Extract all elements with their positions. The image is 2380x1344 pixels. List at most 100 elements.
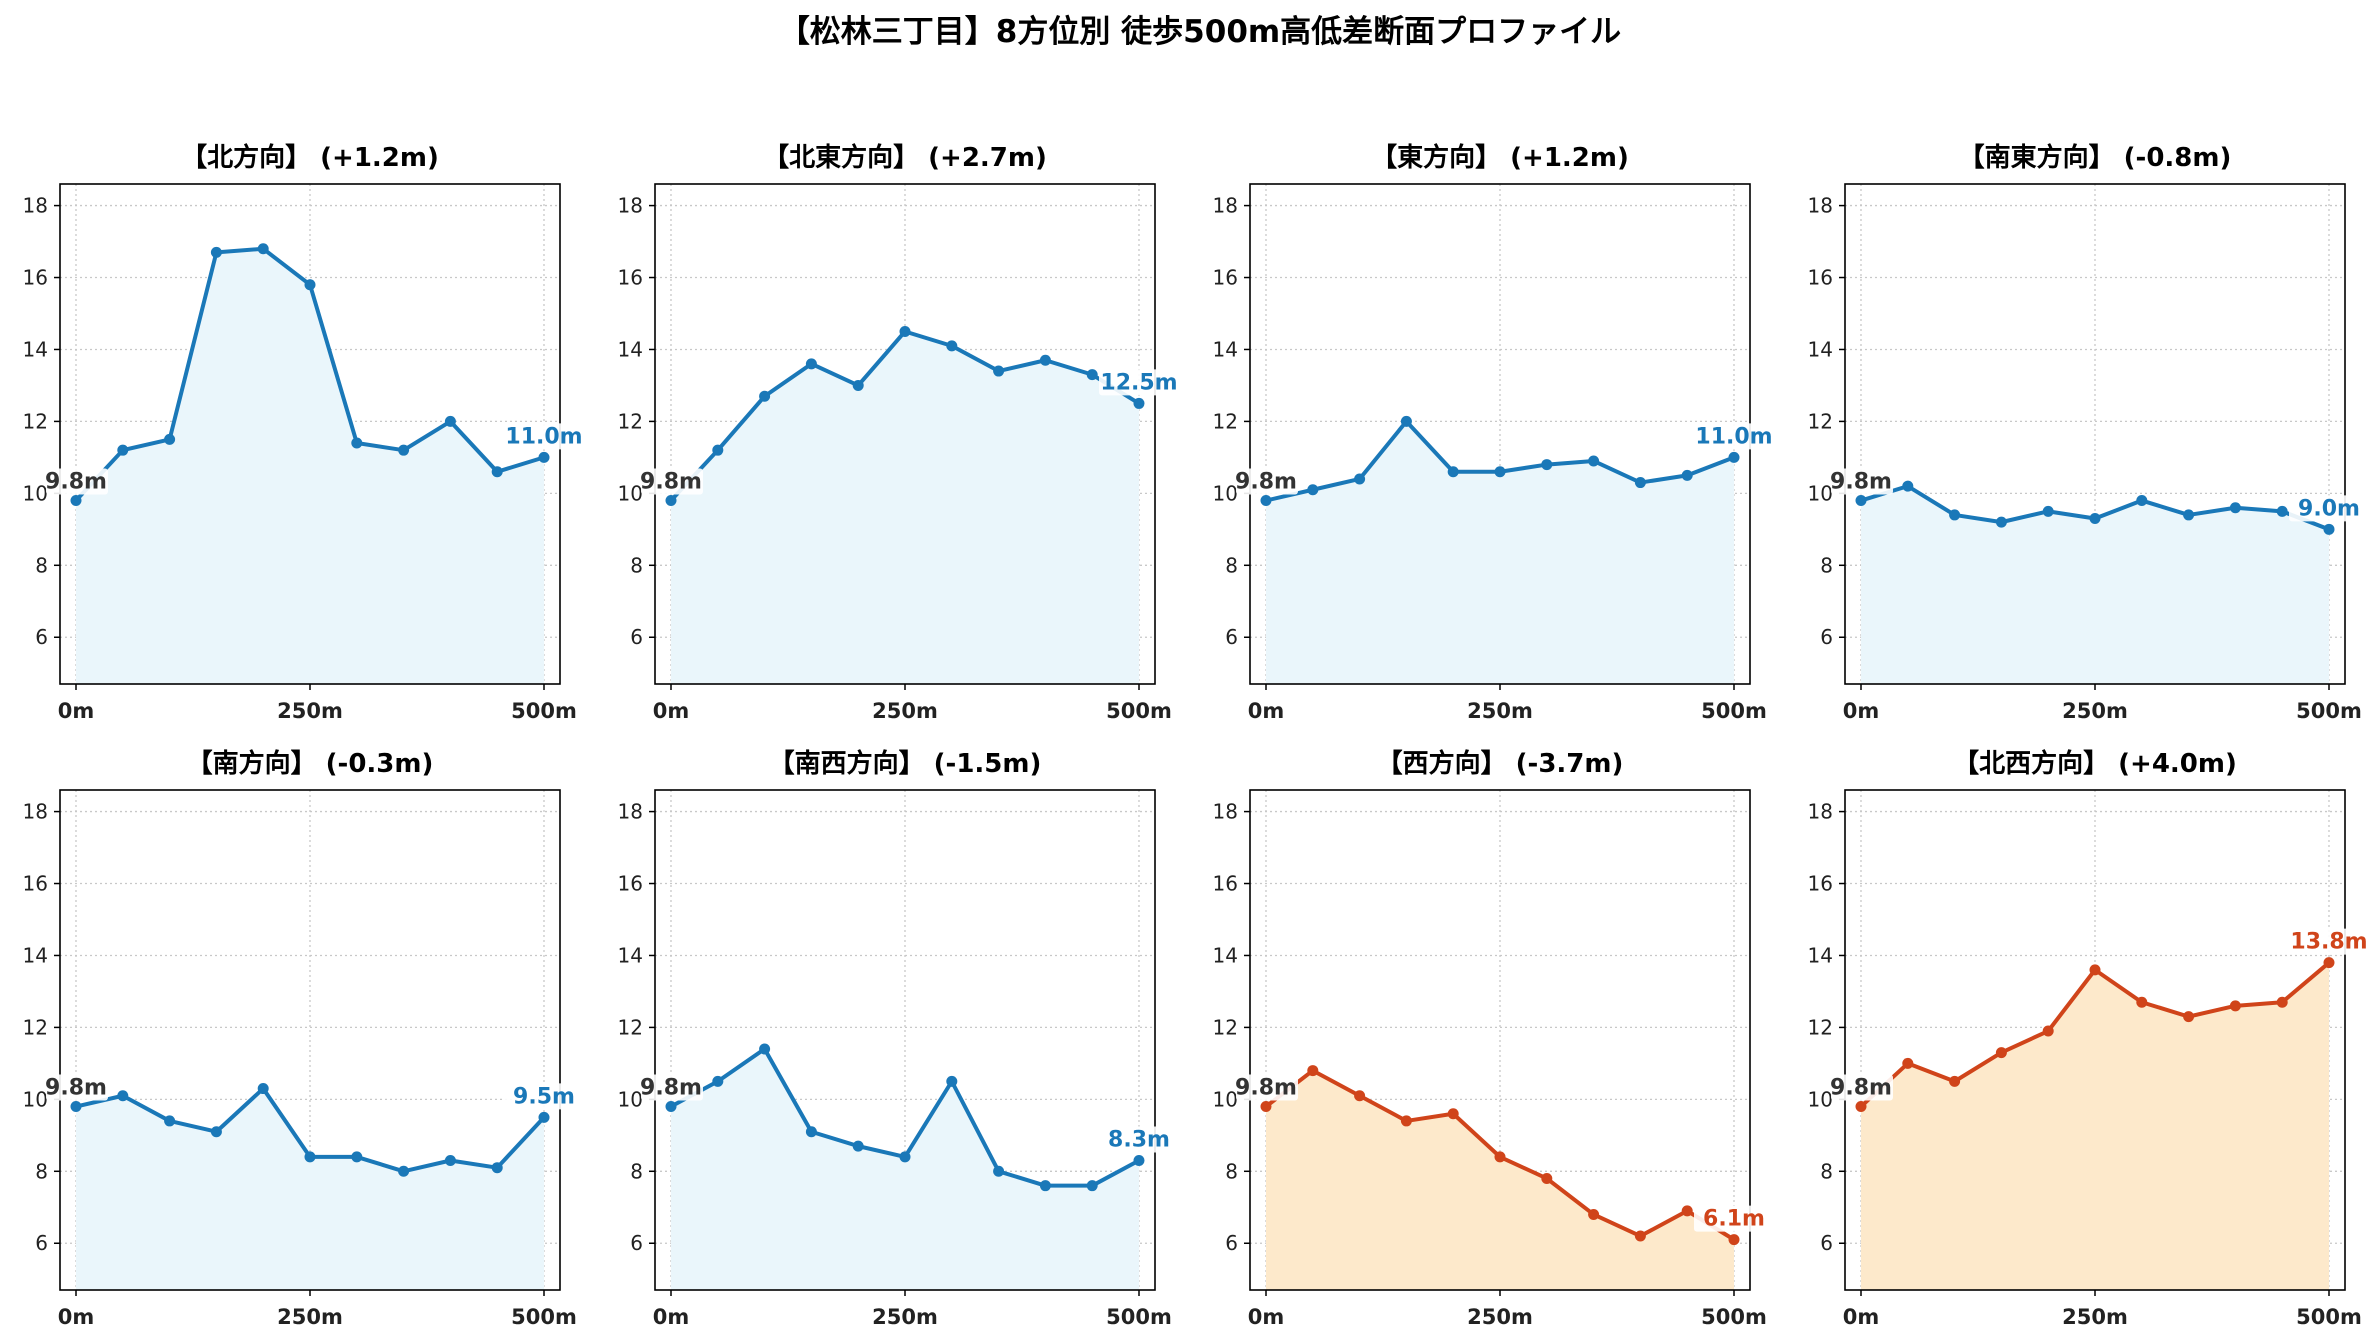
y-tick-label: 12 <box>1213 1015 1238 1039</box>
data-point <box>1902 1057 1914 1069</box>
panel-title: 【東方向】 (+1.2m) <box>1371 142 1629 173</box>
data-point <box>1400 1115 1412 1127</box>
y-tick-label: 16 <box>23 266 48 290</box>
data-point <box>2183 1011 2195 1023</box>
panel-4: 【南東方向】 (-0.8m) 6 8 10 12 14 16 18 0m 250m 500m 9.8m… <box>1808 142 2369 723</box>
end-label-bg <box>2289 928 2369 955</box>
y-tick-label: 18 <box>23 194 48 218</box>
start-value-label: 9.8m <box>640 1076 702 1101</box>
data-point <box>2183 509 2195 521</box>
y-tick-label: 14 <box>1213 943 1238 967</box>
end-label-bg <box>1694 1205 1774 1232</box>
start-value-label: 9.8m <box>1235 470 1297 495</box>
y-tick-label: 12 <box>1808 1015 1833 1039</box>
y-tick-label: 18 <box>23 800 48 824</box>
x-tick-label: 250m <box>2062 1305 2128 1329</box>
x-tick-label: 250m <box>872 1305 938 1329</box>
x-tick-label: 250m <box>872 699 938 723</box>
data-point <box>2136 996 2148 1008</box>
panel-1: 【北方向】 (+1.2m) 6 8 10 12 14 16 18 0m 250m 500m 9.8m 1… <box>23 142 584 723</box>
data-point <box>304 1151 316 1163</box>
data-point <box>1354 1090 1366 1102</box>
panel-title: 【南方向】 (-0.3m) <box>187 748 434 779</box>
y-tick-label: 18 <box>618 194 643 218</box>
y-tick-label: 16 <box>23 872 48 896</box>
x-tick-label: 0m <box>58 1305 95 1329</box>
x-tick-label: 500m <box>1701 699 1767 723</box>
y-tick-label: 12 <box>23 409 48 433</box>
x-tick-label: 500m <box>511 699 577 723</box>
data-point <box>117 444 129 456</box>
data-point <box>351 1151 363 1163</box>
panel-2: 【北東方向】 (+2.7m) 6 8 10 12 14 16 18 0m 250m 500m 9.8m… <box>618 142 1179 723</box>
x-tick-label: 0m <box>58 699 95 723</box>
data-point <box>1855 495 1867 507</box>
y-tick-label: 16 <box>1213 872 1238 896</box>
data-point <box>1681 469 1693 481</box>
data-point <box>805 1126 817 1138</box>
start-label-bg <box>1831 1074 1893 1101</box>
y-tick-label: 18 <box>618 800 643 824</box>
y-tick-label: 6 <box>1820 625 1833 649</box>
data-point <box>2136 495 2148 507</box>
data-point <box>2229 502 2241 514</box>
data-point <box>210 246 222 258</box>
data-point <box>1039 1180 1051 1192</box>
start-label-bg <box>1236 1074 1298 1101</box>
y-tick-label: 16 <box>1808 872 1833 896</box>
y-tick-label: 18 <box>1808 800 1833 824</box>
y-tick-label: 12 <box>1808 409 1833 433</box>
data-point <box>1260 495 1272 507</box>
start-label-bg <box>1236 468 1298 495</box>
data-point <box>1855 1101 1867 1113</box>
data-point <box>1995 1047 2007 1059</box>
data-point <box>1949 509 1961 521</box>
y-tick-label: 16 <box>618 266 643 290</box>
area-fill <box>671 331 1139 684</box>
end-value-label: 8.3m <box>1108 1128 1170 1153</box>
y-tick-label: 6 <box>630 1231 643 1255</box>
data-point <box>993 1165 1005 1177</box>
panel-6: 【南西方向】 (-1.5m) 6 8 10 12 14 16 18 0m 250m 500m 9.8m… <box>618 748 1179 1329</box>
y-tick-label: 18 <box>1213 194 1238 218</box>
y-tick-label: 10 <box>1213 1087 1238 1111</box>
y-tick-label: 16 <box>618 872 643 896</box>
y-tick-label: 6 <box>1225 1231 1238 1255</box>
data-point <box>538 1111 550 1123</box>
y-tick-label: 14 <box>23 337 48 361</box>
y-tick-label: 6 <box>1820 1231 1833 1255</box>
data-point <box>2323 523 2335 535</box>
data-point <box>1494 466 1506 478</box>
y-tick-label: 12 <box>618 409 643 433</box>
data-point <box>1494 1151 1506 1163</box>
data-point <box>946 340 958 352</box>
x-tick-label: 0m <box>653 1305 690 1329</box>
y-tick-label: 8 <box>630 553 643 577</box>
y-tick-label: 12 <box>618 1015 643 1039</box>
x-tick-label: 0m <box>653 699 690 723</box>
y-tick-label: 18 <box>1808 194 1833 218</box>
data-point <box>1400 415 1412 427</box>
x-tick-label: 250m <box>2062 699 2128 723</box>
y-tick-label: 8 <box>1225 553 1238 577</box>
start-label-bg <box>641 468 703 495</box>
y-tick-label: 10 <box>618 481 643 505</box>
panel-title: 【南西方向】 (-1.5m) <box>769 748 1042 779</box>
data-point <box>304 279 316 291</box>
data-point <box>210 1126 222 1138</box>
data-point <box>712 1075 724 1087</box>
data-point <box>852 1140 864 1152</box>
end-label-bg <box>1694 423 1774 450</box>
start-value-label: 9.8m <box>640 470 702 495</box>
data-point <box>665 1101 677 1113</box>
y-tick-label: 10 <box>1808 1087 1833 1111</box>
data-point <box>491 1162 503 1174</box>
x-tick-label: 500m <box>1701 1305 1767 1329</box>
y-tick-label: 18 <box>1213 800 1238 824</box>
end-value-label: 11.0m <box>1695 424 1772 449</box>
start-value-label: 9.8m <box>1830 470 1892 495</box>
data-point <box>1307 1065 1319 1077</box>
